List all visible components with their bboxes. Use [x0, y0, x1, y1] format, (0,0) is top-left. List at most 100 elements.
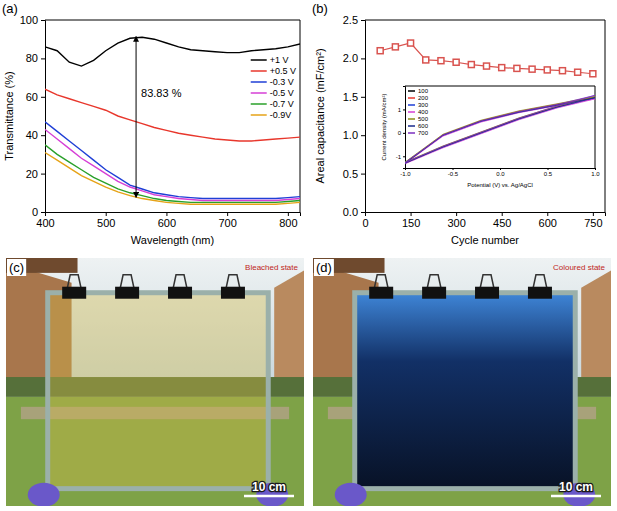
- tick-label: 1.5: [343, 91, 358, 103]
- legend-label: 400: [418, 109, 429, 115]
- binder-clip: [528, 287, 552, 299]
- x-axis-title: Potential (V) vs. Ag/AgCl: [467, 182, 533, 188]
- tick-mark: [403, 133, 405, 134]
- tick: -0.5: [448, 168, 459, 177]
- tick: 700: [218, 212, 236, 229]
- scale-bar: [551, 495, 601, 498]
- y-axis-title: Current density (mA/cm²): [381, 93, 387, 160]
- legend-swatch: [251, 59, 267, 61]
- chart-panel: 40050060070080002040608010083.83 %+1 V+0…: [2, 1, 301, 246]
- tick-label: 150: [402, 217, 420, 229]
- tick-label: -1.0: [400, 171, 411, 177]
- series-line: [405, 98, 595, 162]
- tick-mark: [548, 168, 549, 170]
- tick: 0: [398, 130, 405, 136]
- tick-mark: [403, 109, 405, 110]
- tick-mark: [547, 212, 548, 216]
- building-right: [274, 270, 304, 394]
- tick-mark: [502, 212, 503, 216]
- legend-entry: 300: [408, 102, 429, 108]
- tick-label: 0: [398, 130, 402, 136]
- plot-frame: [45, 20, 300, 212]
- photo-caption: Bleached state: [245, 263, 298, 272]
- tick-label: 750: [584, 217, 602, 229]
- tick-label: 20: [26, 168, 38, 180]
- legend-label: -0.3 V: [270, 77, 294, 87]
- legend-label: -0.5 V: [270, 88, 294, 98]
- legend-label: 700: [418, 130, 429, 136]
- tick-mark: [41, 97, 45, 98]
- marker: [468, 62, 474, 68]
- tick: 80: [26, 52, 45, 64]
- legend-label: +1 V: [270, 55, 289, 65]
- binder-clip: [369, 287, 393, 299]
- legend-entry: +1 V: [251, 55, 289, 65]
- tick-mark: [361, 135, 365, 136]
- tick: 40: [26, 129, 45, 141]
- series-line: [405, 98, 595, 164]
- glove: [335, 483, 367, 506]
- tick: 450: [493, 212, 511, 229]
- legend-label: 300: [418, 102, 429, 108]
- y-axis-title: Transmittance (%): [3, 71, 15, 160]
- panel-label: (d): [316, 260, 332, 275]
- y-axis: 0.00.51.01.52.02.5: [343, 14, 366, 218]
- legend-entry: 700: [408, 130, 429, 136]
- tick-mark: [361, 212, 365, 213]
- glass-pane: [48, 293, 269, 489]
- panel-label: (c): [9, 260, 24, 275]
- marker: [438, 58, 444, 64]
- tick: 0.5: [343, 168, 365, 180]
- marker: [408, 40, 414, 46]
- tick-label: -1: [396, 154, 402, 160]
- legend-entry: 400: [408, 109, 429, 115]
- tick-label: 2.0: [343, 52, 358, 64]
- x-axis-title: Wavelength (nm): [131, 234, 214, 246]
- binder-clip-handle: [173, 275, 187, 289]
- series-line: [45, 129, 300, 200]
- axis-line: [361, 21, 366, 213]
- tick: 0.0: [496, 168, 505, 177]
- marker: [392, 44, 398, 50]
- tick-mark: [41, 135, 45, 136]
- tick: 20: [26, 168, 45, 180]
- y-axis: 020406080100: [20, 14, 46, 218]
- y-axis: -101: [396, 87, 406, 169]
- marker: [559, 68, 565, 74]
- series-line: [405, 97, 595, 163]
- legend: 100200300400500600700: [408, 88, 429, 136]
- legend-swatch: [251, 70, 267, 72]
- tick-label: 0.0: [496, 171, 505, 177]
- tick-label: 600: [158, 217, 176, 229]
- tick-mark: [41, 174, 45, 175]
- tick: 1.0: [591, 168, 600, 177]
- legend-swatch: [408, 104, 415, 106]
- tick-label: 800: [279, 217, 297, 229]
- tick-label: 1.0: [591, 171, 600, 177]
- photo-panel: Coloured state10 cm(d): [313, 258, 611, 507]
- tick-label: 300: [447, 217, 465, 229]
- x-axis-title: Cycle number: [451, 234, 519, 246]
- plot-marks: [405, 95, 595, 163]
- plot-marks: [377, 40, 596, 77]
- figure: 40050060070080002040608010083.83 %+1 V+0…: [0, 0, 617, 511]
- tick: 500: [97, 212, 115, 229]
- tick: 600: [539, 212, 557, 229]
- tick-label: 500: [97, 217, 115, 229]
- legend-label: 600: [418, 123, 429, 129]
- tick-label: 100: [20, 14, 38, 26]
- legend-entry: 600: [408, 123, 429, 129]
- plot-marks: [45, 37, 300, 204]
- tick-mark: [361, 174, 365, 175]
- glove: [28, 483, 60, 506]
- series-line: [45, 37, 300, 66]
- chart-panel: -1.0-0.50.00.51.0-1011002003004005006007…: [381, 86, 600, 188]
- legend: +1 V+0.5 V-0.3 V-0.5 V-0.7 V-0.9V: [251, 55, 296, 120]
- binder-clip: [422, 287, 446, 299]
- annotation-arrow: [136, 36, 137, 197]
- legend-label: 500: [418, 116, 429, 122]
- tick-label: 80: [26, 52, 38, 64]
- tick-label: 0.5: [544, 171, 553, 177]
- legend-entry: -0.7 V: [251, 99, 294, 109]
- legend-swatch: [408, 132, 415, 134]
